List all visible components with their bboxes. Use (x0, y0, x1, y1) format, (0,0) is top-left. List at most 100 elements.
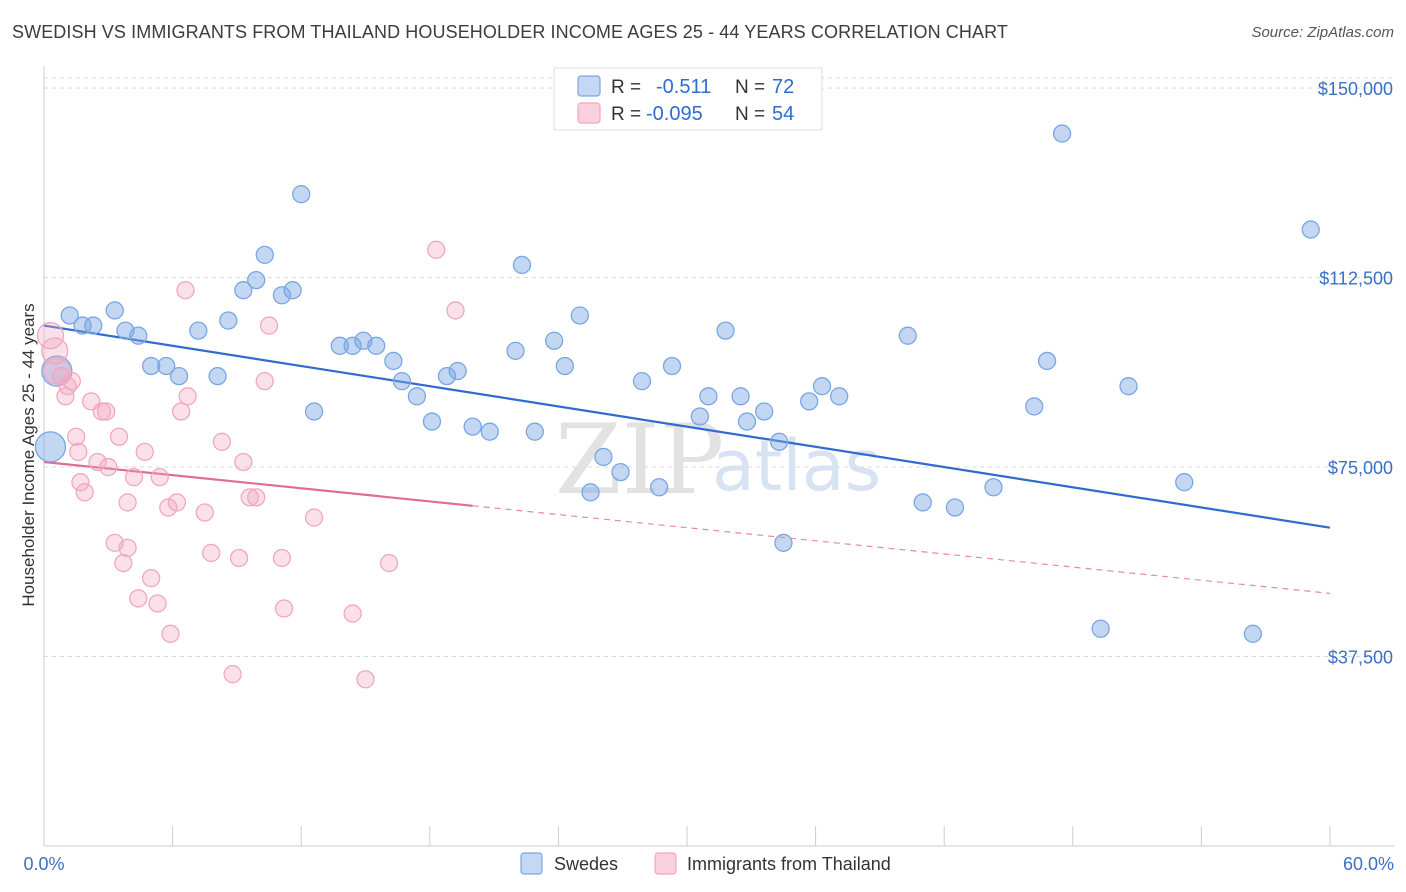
thailand-point (142, 569, 161, 588)
thailand-point (97, 402, 116, 421)
legend-r-label-2: R = (611, 104, 641, 125)
swedes-point (570, 306, 589, 325)
bottom-swatch-thailand (654, 852, 677, 875)
swedes-point (247, 270, 266, 290)
thailand-point (150, 468, 169, 487)
swedes-point (506, 341, 525, 360)
swedes-point (384, 351, 403, 371)
y-tick-label: $75,000 (1328, 458, 1393, 478)
swedes-point (392, 372, 412, 391)
swedes-point (1119, 377, 1138, 396)
swedes-point (731, 387, 750, 406)
swedes-point (830, 387, 849, 406)
y-tick-label: $37,500 (1328, 648, 1393, 668)
thailand-trend-line-dashed (472, 505, 1331, 594)
swedes-point (105, 301, 124, 320)
swedes-point (649, 478, 669, 497)
swedes-point (662, 356, 682, 376)
swedes-point (632, 372, 652, 391)
thailand-point (99, 457, 118, 477)
y-tick-label: $112,500 (1319, 269, 1393, 289)
watermark: ZIP atlas (555, 404, 881, 516)
legend-swatch-swedes (577, 75, 601, 97)
swedes-point (73, 316, 92, 335)
swedes-trend-line (43, 324, 1331, 529)
thailand-point (247, 488, 266, 507)
swedes-point (690, 407, 710, 426)
thailand-point (167, 493, 187, 512)
thailand-point (356, 670, 375, 689)
thailand-point (135, 442, 154, 462)
thailand-point (71, 473, 90, 492)
swedes-point (84, 316, 103, 335)
thailand-point (62, 372, 82, 391)
thailand-point (379, 553, 399, 573)
swedes-point (367, 336, 386, 355)
thailand-point (129, 589, 148, 608)
source-label: Source: ZipAtlas.com (1251, 24, 1394, 41)
legend-swatch-thailand (577, 102, 601, 124)
swedes-point (737, 412, 757, 431)
thailand-point (161, 624, 180, 643)
x-tick-labels: 0.0% 60.0% (23, 854, 1394, 874)
legend-top: R = -0.511 N = 72 R = -0.095 N = 54 (553, 67, 823, 131)
swedes-point (716, 321, 735, 340)
y-tick-label: $150,000 (1318, 79, 1393, 99)
swedes-point (984, 478, 1003, 497)
thailand-point (92, 402, 112, 421)
thailand-point (274, 599, 294, 618)
thailand-point (176, 281, 195, 300)
swedes-point (169, 366, 189, 386)
swedes-point (945, 498, 965, 517)
swedes-point (594, 447, 613, 467)
trend-lines (43, 324, 1331, 594)
thailand-point (427, 240, 446, 259)
swedes-point (699, 387, 718, 406)
swedes-point (898, 326, 917, 345)
thailand-point (67, 427, 86, 446)
thailand-point (202, 543, 221, 563)
swedes-point (142, 356, 161, 376)
swedes-point (800, 392, 819, 411)
axes (43, 66, 1394, 847)
chart-title: SWEDISH VS IMMIGRANTS FROM THAILAND HOUS… (12, 22, 1008, 42)
swedes-point (292, 185, 311, 204)
legend-r-label-1: R = (611, 77, 641, 98)
swedes-point (755, 402, 774, 421)
x-tick-label-max: 60.0% (1343, 854, 1394, 874)
swedes-point (448, 361, 467, 381)
legend-n-label-1: N = (735, 77, 765, 98)
thailand-point (212, 432, 232, 451)
thailand-point (114, 553, 133, 573)
swedes-point (611, 462, 630, 482)
thailand-trend-line-solid (43, 460, 473, 507)
thailand-point (178, 387, 197, 406)
thailand-point (118, 493, 137, 512)
swedes-point (581, 483, 600, 502)
swedes-point (1052, 124, 1072, 143)
bottom-swatch-swedes (520, 852, 543, 875)
thailand-point (172, 402, 191, 421)
y-tick-labels: $37,500 $75,000 $112,500 $150,000 (1318, 79, 1393, 667)
swedes-point (343, 336, 362, 355)
swedes-point (812, 377, 832, 396)
swedes-point (512, 255, 532, 275)
thailand-point (36, 322, 65, 350)
thailand-point (234, 452, 253, 472)
thailand-point (304, 508, 324, 527)
legend-r-value-1: -0.511 (656, 76, 711, 98)
thailand-point (255, 372, 274, 391)
swedes-point (208, 366, 227, 386)
y-axis-title: Householder Income Ages 25 - 44 years (19, 303, 38, 606)
legend-r-value-2: -0.095 (646, 103, 703, 125)
thailand-point (240, 488, 259, 507)
thailand-point (229, 548, 249, 568)
thailand-point (195, 503, 214, 522)
swedes-point (544, 331, 564, 350)
watermark-atlas: atlas (712, 425, 881, 507)
bottom-legend-thailand: Immigrants from Thailand (687, 854, 891, 874)
legend-bottom: Swedes Immigrants from Thailand (520, 852, 891, 875)
swedes-point (1037, 351, 1057, 371)
swedes-point (272, 286, 292, 305)
